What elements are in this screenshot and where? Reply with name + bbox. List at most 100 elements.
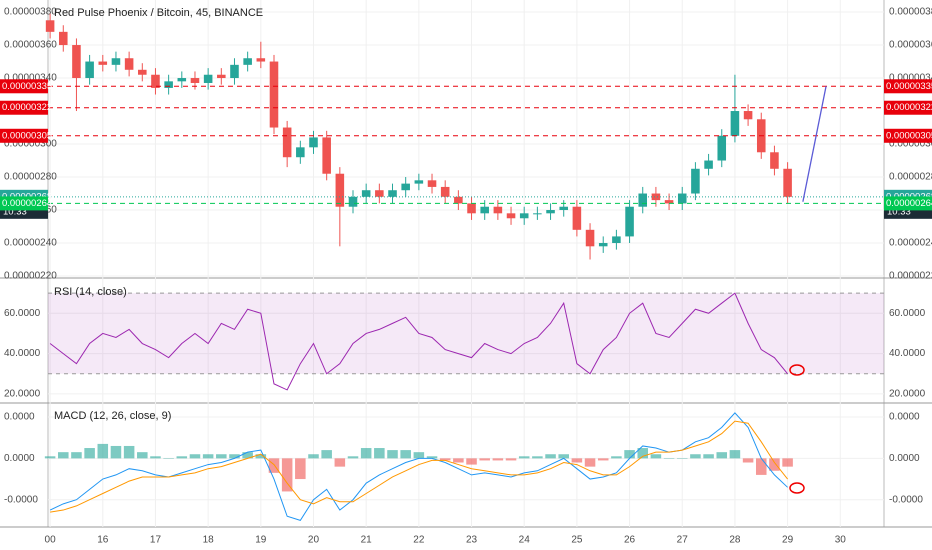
macd-histogram-bar xyxy=(676,458,688,459)
y-tick-label: 60.0000 xyxy=(4,308,41,319)
chart-title: Red Pulse Phoenix / Bitcoin, 45, BINANCE xyxy=(54,7,263,19)
x-tick-label: 30 xyxy=(835,535,847,546)
candle-body xyxy=(414,180,424,184)
candle-body xyxy=(256,58,266,62)
price-level-label: 0.00000305 xyxy=(886,130,932,141)
candle-body xyxy=(664,200,674,204)
candle-body xyxy=(677,193,687,204)
y-tick-label: 0.00000280 xyxy=(4,172,57,183)
candle-body xyxy=(243,58,252,65)
macd-histogram-bar xyxy=(84,448,95,459)
y-tick-label: 0.00000220 xyxy=(4,271,57,282)
y-tick-label: 0.0000 xyxy=(4,453,35,464)
macd-histogram-bar xyxy=(308,454,319,459)
candle-body xyxy=(546,210,555,214)
candle-body xyxy=(85,61,94,79)
candle-body xyxy=(296,147,305,158)
candle-body xyxy=(612,236,621,244)
candle-body xyxy=(506,213,516,219)
macd-histogram-bar xyxy=(387,450,398,459)
macd-histogram-bar xyxy=(163,458,174,459)
candle-body xyxy=(559,206,568,211)
macd-histogram-bar xyxy=(755,458,767,475)
macd-histogram-bar xyxy=(255,454,267,459)
x-tick-label: 16 xyxy=(97,535,109,546)
macd-histogram-bar xyxy=(110,445,122,459)
price-level-box xyxy=(0,100,48,115)
candle-body xyxy=(151,74,160,88)
y-tick-label: 40.0000 xyxy=(889,348,926,359)
candle-body xyxy=(335,173,345,207)
macd-histogram-bar xyxy=(479,458,490,461)
macd-histogram-bar xyxy=(426,456,438,459)
highlight-circle xyxy=(789,364,805,376)
macd-histogram-bar xyxy=(624,450,635,459)
macd-line xyxy=(50,420,788,513)
candle-body xyxy=(375,190,384,197)
x-tick-label: 26 xyxy=(624,535,636,546)
candle-body xyxy=(348,196,358,207)
y-tick-label: 40.0000 xyxy=(4,348,41,359)
candle-body xyxy=(730,111,740,136)
y-tick-label: 0.00000340 xyxy=(4,73,57,84)
macd-histogram-bar xyxy=(690,454,701,459)
candle-body xyxy=(704,160,713,169)
candle-body xyxy=(98,61,108,65)
macd-histogram-bar xyxy=(716,452,728,459)
candle-body xyxy=(440,186,450,197)
price-level-label: 0.00000322 xyxy=(886,102,932,113)
candle-body xyxy=(309,137,318,148)
macd-histogram-bar xyxy=(97,443,109,459)
y-tick-label: 0.00000300 xyxy=(889,139,932,150)
candle-body xyxy=(743,111,753,120)
macd-histogram-bar xyxy=(137,452,148,459)
macd-histogram-bar xyxy=(202,454,214,459)
macd-histogram-bar xyxy=(347,456,359,459)
price-level-box xyxy=(884,100,932,115)
y-tick-label: 20.0000 xyxy=(889,389,926,400)
y-tick-label: 0.00000380 xyxy=(4,7,57,18)
y-tick-label: 0.00000340 xyxy=(889,73,932,84)
candle-body xyxy=(467,203,476,214)
price-level-box xyxy=(0,128,48,143)
y-tick-label: -0.0000 xyxy=(889,494,923,505)
macd-histogram-bar xyxy=(123,445,135,459)
macd-histogram-bar xyxy=(374,448,385,459)
price-level-label: 0.00000335 xyxy=(886,81,932,92)
candle-body xyxy=(625,206,634,237)
x-tick-label: 20 xyxy=(308,535,320,546)
macd-histogram-bar xyxy=(229,454,240,459)
macd-histogram-bar xyxy=(518,456,530,459)
x-tick-label: 25 xyxy=(571,535,583,546)
candle-body xyxy=(217,74,226,79)
y-tick-label: 0.0000 xyxy=(4,412,35,423)
macd-histogram-bar xyxy=(650,454,662,459)
candle-body xyxy=(691,168,700,194)
x-tick-label: 17 xyxy=(150,535,162,546)
price-level-box xyxy=(884,128,932,143)
x-tick-label: 28 xyxy=(729,535,741,546)
macd-histogram-bar xyxy=(663,458,675,459)
macd-histogram-bar xyxy=(242,452,253,459)
macd-histogram-bar xyxy=(729,450,741,459)
candle-body xyxy=(651,193,661,201)
candle-body xyxy=(138,69,147,75)
y-tick-label: 0.00000360 xyxy=(4,40,57,51)
candle-body xyxy=(203,74,213,83)
rsi-title: RSI (14, close) xyxy=(54,286,127,298)
candle-body xyxy=(533,213,542,215)
x-tick-label: 29 xyxy=(782,535,794,546)
macd-histogram-bar xyxy=(782,458,793,467)
y-tick-label: 0.00000380 xyxy=(889,7,932,18)
candle-body xyxy=(572,206,582,230)
y-tick-label: -0.0000 xyxy=(4,494,38,505)
y-tick-label: 0.0000 xyxy=(889,453,920,464)
x-tick-label: 18 xyxy=(203,535,215,546)
candle-body xyxy=(190,78,200,83)
macd-histogram-bar xyxy=(453,458,464,463)
candle-body xyxy=(401,183,410,191)
candle-body xyxy=(598,243,608,247)
x-tick-label: 27 xyxy=(677,535,689,546)
